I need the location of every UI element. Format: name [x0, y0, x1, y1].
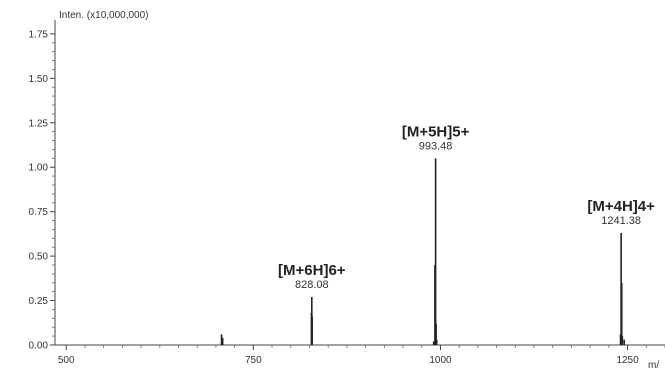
x-tick-label: 1250 — [616, 355, 639, 366]
y-tick-label: 1.50 — [29, 74, 49, 85]
ion-label: [M+6H]6+ — [278, 262, 346, 279]
y-axis-label: Inten. (x10,000,000) — [59, 10, 149, 21]
mz-label: 1241.38 — [601, 215, 641, 227]
x-tick-label: 500 — [58, 355, 75, 366]
axes: 0.00 0.25 0.50 0.75 1.00 1.25 1.50 1.75 500 750 10… — [29, 20, 665, 366]
x-tick-label: 1000 — [429, 355, 452, 366]
mz-label: 993.48 — [419, 140, 453, 152]
y-tick-label: 1.75 — [29, 29, 49, 40]
y-tick-label: 0.00 — [29, 341, 49, 352]
y-tick-label: 1.00 — [29, 163, 49, 174]
y-tick-label: 0.50 — [29, 252, 49, 263]
ion-label: [M+5H]5+ — [402, 123, 470, 140]
x-tick-label: 750 — [245, 355, 262, 366]
y-tick-label: 1.25 — [29, 118, 49, 129]
annotations-group: [M+6H]6+828.08 [M+5H]5+993.48 [M+4H]4+1241… — [278, 123, 655, 291]
x-axis-label: m/ — [648, 360, 659, 371]
peaks-group — [220, 158, 626, 345]
y-tick-label: 0.25 — [29, 296, 49, 307]
ion-label: [M+4H]4+ — [587, 198, 655, 215]
mz-label: 828.08 — [295, 279, 329, 291]
y-tick-label: 0.75 — [29, 207, 49, 218]
